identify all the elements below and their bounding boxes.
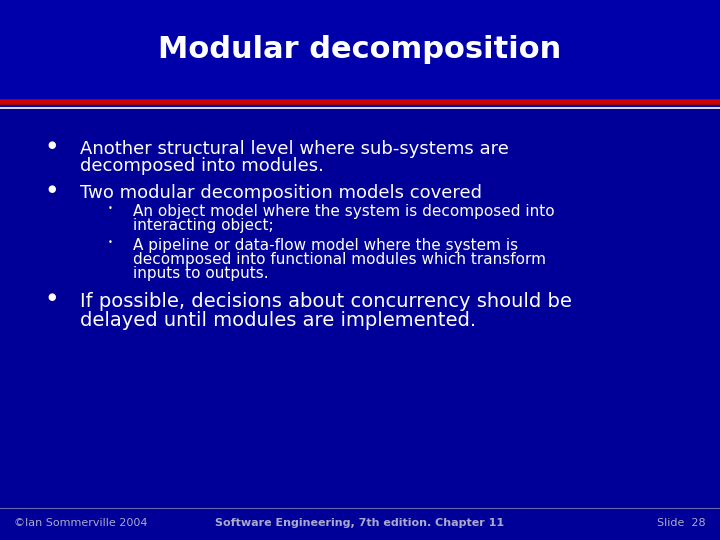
Text: decomposed into functional modules which transform: decomposed into functional modules which…: [133, 252, 546, 267]
Text: •: •: [107, 238, 112, 247]
Text: An object model where the system is decomposed into: An object model where the system is deco…: [133, 204, 554, 219]
Bar: [0, 0, 720, 100]
Text: •: •: [107, 204, 112, 213]
Text: Software Engineering, 7th edition. Chapter 11: Software Engineering, 7th edition. Chapt…: [215, 518, 505, 528]
Text: delayed until modules are implemented.: delayed until modules are implemented.: [80, 311, 476, 330]
Text: ●: ●: [48, 184, 56, 194]
Text: interacting object;: interacting object;: [133, 218, 274, 233]
Text: Two modular decomposition models covered: Two modular decomposition models covered: [80, 184, 482, 202]
Text: A pipeline or data-flow model where the system is: A pipeline or data-flow model where the …: [133, 238, 518, 253]
Text: Slide  28: Slide 28: [657, 518, 706, 528]
Text: ●: ●: [48, 292, 56, 302]
Text: decomposed into modules.: decomposed into modules.: [80, 157, 324, 175]
Text: Modular decomposition: Modular decomposition: [158, 36, 562, 64]
Text: If possible, decisions about concurrency should be: If possible, decisions about concurrency…: [80, 292, 572, 311]
Text: ●: ●: [48, 140, 56, 150]
Text: inputs to outputs.: inputs to outputs.: [133, 266, 269, 281]
Text: ©Ian Sommerville 2004: ©Ian Sommerville 2004: [14, 518, 148, 528]
Text: Another structural level where sub-systems are: Another structural level where sub-syste…: [80, 140, 509, 158]
